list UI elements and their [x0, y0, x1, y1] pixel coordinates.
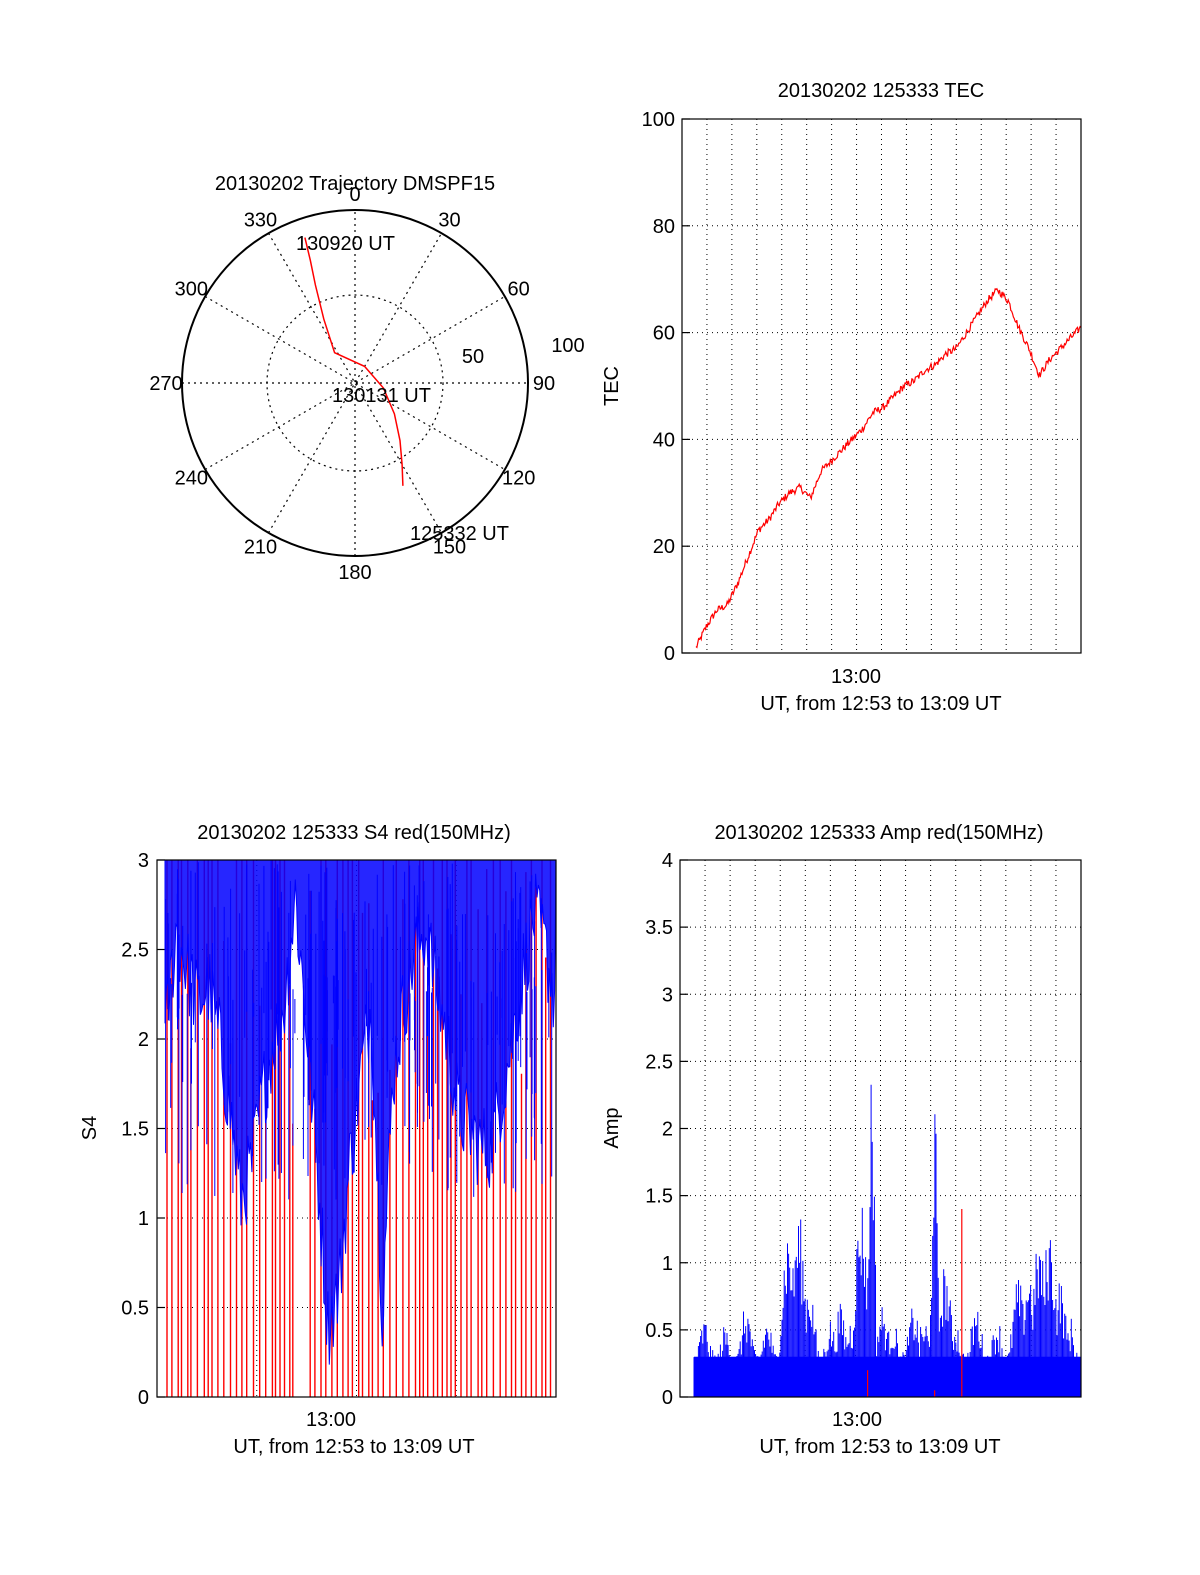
- amp-y-tick-3.5: 3.5: [645, 917, 673, 939]
- amp-x-axis-label: UT, from 12:53 to 13:09 UT: [759, 1436, 1000, 1458]
- amp-blue-series: [693, 1084, 1081, 1397]
- s4-chart: 20130202 125333 S4 red(150MHz) 0 0.5 1 1.5 2…: [79, 822, 557, 1458]
- amp-title: 20130202 125333 Amp red(150MHz): [714, 822, 1043, 844]
- polar-angle-tick-150: 150: [433, 537, 466, 559]
- tec-y-tick-100: 100: [642, 109, 675, 131]
- tec-y-tick-80: 80: [653, 216, 675, 238]
- tec-x-axis-label: UT, from 12:53 to 13:09 UT: [760, 693, 1001, 715]
- s4-y-tick-0.5: 0.5: [121, 1298, 149, 1320]
- amp-grid: [680, 859, 1081, 1398]
- amp-x-tick-label: 13:00: [832, 1409, 882, 1431]
- polar-angle-tick-60: 60: [508, 279, 530, 301]
- tec-chart: 20130202 125333 TEC 0 20 40 60 80 100 13:00 U…: [601, 80, 1082, 715]
- amp-chart: 20130202 125333 Amp red(150MHz) 0 0.5 1 1.5…: [601, 822, 1082, 1458]
- tec-title: 20130202 125333 TEC: [778, 80, 984, 102]
- tec-x-tick-label: 13:00: [831, 666, 881, 688]
- polar-angle-tick-300: 300: [175, 279, 208, 301]
- polar-angle-tick-210: 210: [244, 537, 277, 559]
- amp-y-tick-2: 2: [662, 1119, 673, 1141]
- s4-x-axis-label: UT, from 12:53 to 13:09 UT: [233, 1436, 474, 1458]
- polar-spoke: [204, 295, 506, 471]
- tec-y-tick-20: 20: [653, 536, 675, 558]
- polar-label-middle: 130131 UT: [332, 385, 431, 407]
- s4-plot-frame: [156, 859, 557, 1398]
- polar-angle-tick-labels: 0 30 60 90 120 150 180 210 240 270 300 330: [149, 184, 555, 584]
- polar-angle-tick-30: 30: [438, 209, 460, 231]
- polar-track: [304, 237, 404, 486]
- polar-angle-tick-90: 90: [533, 373, 555, 395]
- amp-y-axis-label: Amp: [601, 1107, 623, 1148]
- tec-y-axis-label: TEC: [601, 366, 623, 406]
- polar-radius-tick-100: 100: [551, 335, 584, 357]
- polar-angle-tick-240: 240: [175, 468, 208, 490]
- tec-plot-frame: [681, 118, 1082, 654]
- polar-radius-tick-50: 50: [462, 346, 484, 368]
- polar-grid: [181, 209, 529, 557]
- polar-spoke: [204, 295, 506, 471]
- s4-y-tick-3: 3: [138, 850, 149, 872]
- polar-angle-tick-180: 180: [338, 562, 371, 584]
- s4-y-tick-labels: 0 0.5 1 1.5 2 2.5 3: [121, 850, 149, 1409]
- amp-red-series: [866, 1209, 963, 1397]
- polar-angle-tick-270: 270: [149, 373, 182, 395]
- tec-series-line: [695, 287, 1082, 649]
- amp-y-tick-3: 3: [662, 984, 673, 1006]
- tec-y-tick-60: 60: [653, 323, 675, 345]
- polar-track-line: [304, 237, 404, 486]
- s4-y-tick-1: 1: [138, 1208, 149, 1230]
- amp-y-tick-0: 0: [662, 1387, 673, 1409]
- s4-title: 20130202 125333 S4 red(150MHz): [197, 822, 511, 844]
- s4-y-tick-2: 2: [138, 1029, 149, 1051]
- amp-plot-frame: [679, 859, 1082, 1398]
- polar-label-end: 130920 UT: [296, 233, 395, 255]
- polar-angle-tick-330: 330: [244, 209, 277, 231]
- amp-y-tick-2.5: 2.5: [645, 1051, 673, 1073]
- s4-blue-series: [164, 859, 557, 1365]
- s4-y-tick-1.5: 1.5: [121, 1119, 149, 1141]
- amp-y-tick-labels: 0 0.5 1 1.5 2 2.5 3 3.5 4: [645, 850, 673, 1409]
- polar-label-start: 125332 UT: [410, 523, 509, 545]
- polar-spoke: [267, 232, 443, 534]
- polar-radius-tick-labels: 50 100: [462, 335, 585, 368]
- polar-trajectory-chart: 20130202 Trajectory DMSPF15 0 30 60 90 120 15…: [149, 173, 584, 584]
- polar-angle-tick-0: 0: [349, 184, 360, 206]
- amp-y-tick-1.5: 1.5: [645, 1186, 673, 1208]
- s4-y-tick-2.5: 2.5: [121, 940, 149, 962]
- tec-grid: [682, 118, 1081, 654]
- polar-title: 20130202 Trajectory DMSPF15: [215, 173, 495, 195]
- s4-red-series: [166, 860, 552, 1397]
- polar-spoke: [267, 232, 443, 534]
- amp-y-tick-1: 1: [662, 1253, 673, 1275]
- polar-angle-tick-120: 120: [502, 468, 535, 490]
- tec-y-tick-40: 40: [653, 429, 675, 451]
- tec-y-tick-0: 0: [664, 643, 675, 665]
- s4-x-tick-label: 13:00: [306, 1409, 356, 1431]
- s4-y-axis-label: S4: [79, 1116, 101, 1140]
- amp-y-tick-0.5: 0.5: [645, 1320, 673, 1342]
- s4-y-tick-0: 0: [138, 1387, 149, 1409]
- tec-y-tick-labels: 0 20 40 60 80 100: [642, 109, 675, 665]
- amp-y-tick-4: 4: [662, 850, 673, 872]
